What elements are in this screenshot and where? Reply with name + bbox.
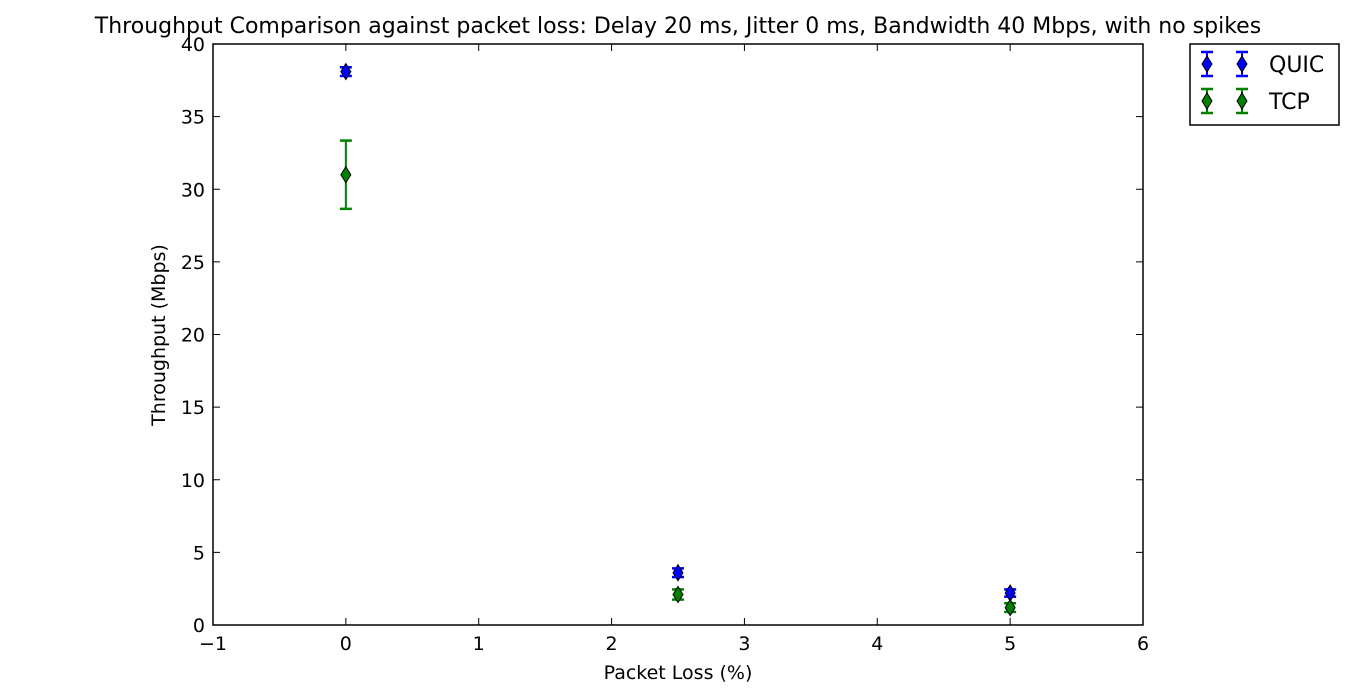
legend-frame xyxy=(1189,43,1340,126)
y-tick-label: 0 xyxy=(193,615,205,637)
y-tick-label: 5 xyxy=(193,542,205,564)
legend-entry-tcp: TCP xyxy=(1201,87,1310,115)
chart-title: Throughput Comparison against packet los… xyxy=(94,14,1261,39)
legend-marker xyxy=(1201,92,1213,110)
plot-frame xyxy=(212,43,1144,626)
legend-marker xyxy=(1236,92,1248,110)
y-tick-label: 20 xyxy=(181,325,205,347)
legend: QUIC TCP xyxy=(1189,43,1340,126)
legend-marker xyxy=(1236,55,1248,73)
x-tick-label: 4 xyxy=(871,633,883,655)
data-point xyxy=(340,62,352,81)
y-tick-label: 40 xyxy=(181,34,205,56)
x-axis-ticks: −1 0 1 2 3 4 5 6 xyxy=(199,44,1149,655)
series-quic xyxy=(339,62,1017,602)
legend-marker xyxy=(1201,55,1213,73)
legend-entry-quic: QUIC xyxy=(1201,50,1324,78)
x-tick-label: 1 xyxy=(473,633,485,655)
legend-label: QUIC xyxy=(1269,53,1324,78)
y-tick-label: 25 xyxy=(181,252,205,274)
x-tick-label: −1 xyxy=(199,633,227,655)
series-layer xyxy=(339,62,1017,617)
x-tick-label: 3 xyxy=(738,633,750,655)
data-point xyxy=(672,563,684,582)
y-tick-label: 10 xyxy=(181,470,205,492)
x-tick-label: 2 xyxy=(606,633,618,655)
series-tcp xyxy=(339,139,1017,617)
data-point xyxy=(672,585,684,604)
x-tick-label: 0 xyxy=(340,633,352,655)
y-tick-label: 30 xyxy=(181,179,205,201)
legend-entries: QUIC TCP xyxy=(1201,50,1324,115)
y-tick-label: 35 xyxy=(181,107,205,129)
x-tick-label: 6 xyxy=(1137,633,1149,655)
y-tick-label: 15 xyxy=(181,397,205,419)
y-axis-label: Throughput (Mbps) xyxy=(148,244,170,427)
x-tick-label: 5 xyxy=(1004,633,1016,655)
legend-label: TCP xyxy=(1268,90,1310,115)
data-point xyxy=(340,165,352,184)
data-point xyxy=(1004,598,1016,617)
y-axis-ticks: 0 5 10 15 20 25 30 35 40 xyxy=(181,34,1143,637)
x-axis-label: Packet Loss (%) xyxy=(604,662,753,684)
